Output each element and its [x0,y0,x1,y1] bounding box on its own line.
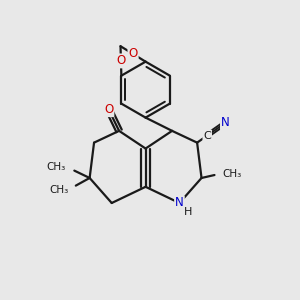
Text: CH₃: CH₃ [49,185,68,195]
Text: O: O [104,103,113,116]
Text: N: N [221,116,230,129]
Text: N: N [175,196,184,209]
Text: CH₃: CH₃ [223,169,242,178]
Text: C: C [203,130,211,140]
Text: O: O [116,54,126,68]
Text: CH₃: CH₃ [47,162,66,172]
Text: O: O [128,47,138,60]
Text: H: H [184,207,192,217]
